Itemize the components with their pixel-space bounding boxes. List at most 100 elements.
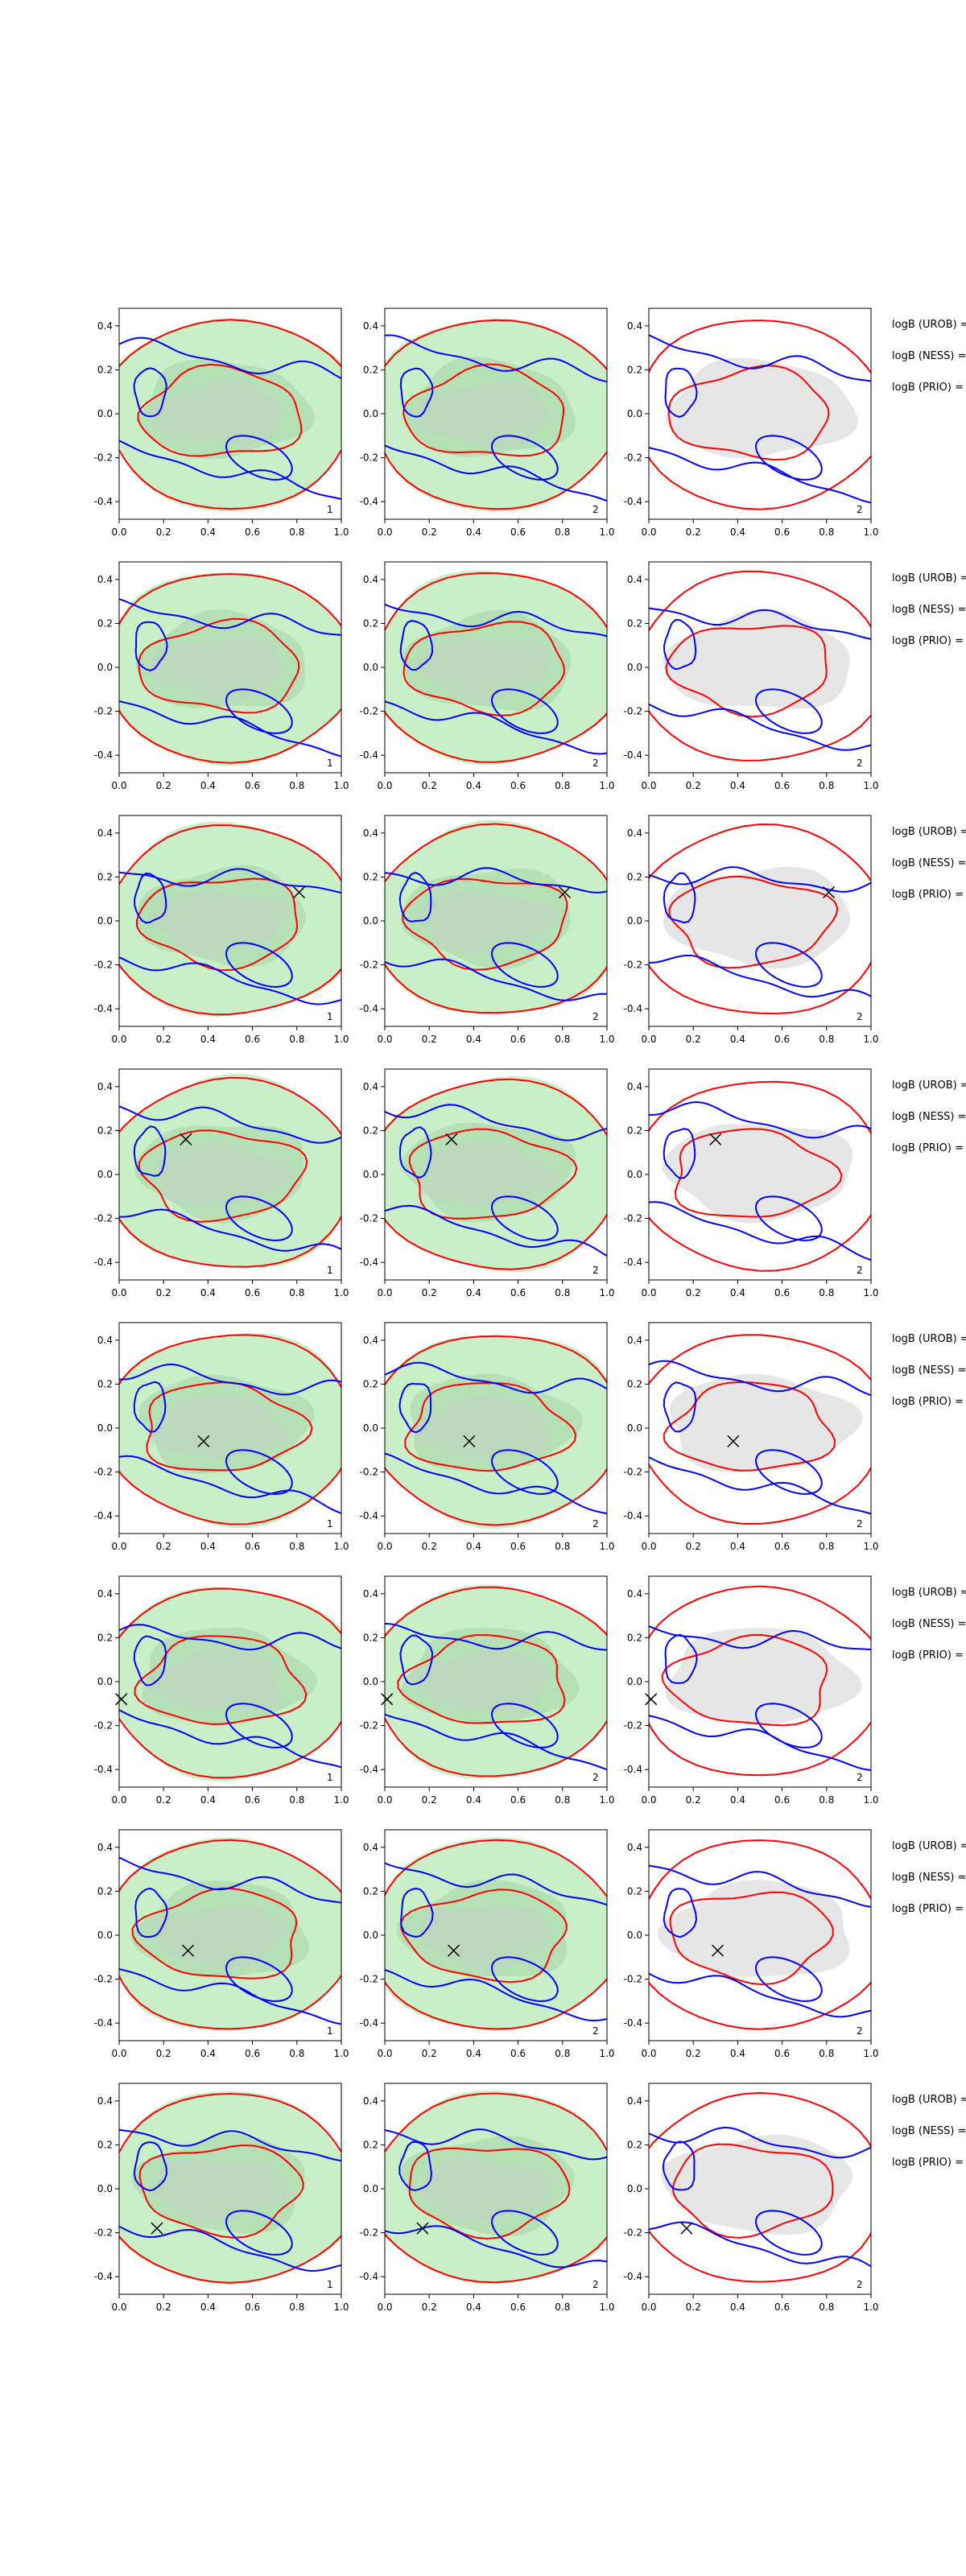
contour-blue-small bbox=[134, 1887, 168, 1938]
x-tick-label: 1.0 bbox=[599, 1541, 614, 1552]
marker-x bbox=[680, 2222, 693, 2235]
y-tick-label: -0.4 bbox=[624, 2017, 642, 2029]
x-tick-label: 0.4 bbox=[200, 1794, 216, 1806]
panel-corner-label: 2 bbox=[857, 758, 863, 769]
y-tick-label: 0.2 bbox=[363, 1125, 378, 1136]
x-tick-label: 0.8 bbox=[819, 2301, 834, 2313]
y-tick-label: 0.0 bbox=[97, 2183, 113, 2194]
density-fill-inner bbox=[401, 868, 571, 970]
marker-x bbox=[151, 2222, 163, 2235]
y-tick-label: -0.4 bbox=[360, 1764, 378, 1775]
contour-blue-small bbox=[398, 1126, 432, 1179]
y-tick-label: 0.0 bbox=[627, 1930, 642, 1941]
y-tick-label: 0.2 bbox=[363, 1378, 378, 1389]
side-label-ness: logB (NESS) = bbox=[892, 2125, 966, 2137]
contour-blue-lower bbox=[649, 1201, 871, 1261]
x-tick-label: 0.0 bbox=[641, 1541, 656, 1552]
panel-corner-label: 1 bbox=[327, 1265, 333, 1276]
density-fill-inner bbox=[131, 1880, 309, 1978]
x-tick-label: 0.2 bbox=[156, 526, 171, 538]
x-tick-label: 0.0 bbox=[377, 2048, 392, 2059]
contour-red-inner bbox=[134, 1635, 308, 1725]
x-tick-label: 0.4 bbox=[466, 1794, 481, 1806]
y-tick-label: -0.4 bbox=[624, 496, 642, 507]
x-tick-label: 0.8 bbox=[555, 1794, 570, 1806]
x-tick-label: 0.0 bbox=[377, 526, 392, 538]
x-tick-label: 0.0 bbox=[377, 1287, 392, 1298]
y-tick-label: -0.2 bbox=[624, 2227, 642, 2239]
density-fill-core bbox=[419, 1905, 554, 1971]
x-tick-label: 0.4 bbox=[200, 1034, 216, 1045]
contour-blue-ellipse bbox=[225, 1449, 293, 1495]
marker-x bbox=[709, 1133, 722, 1146]
x-tick-label: 1.0 bbox=[599, 780, 614, 791]
panel-r6-c1: 0.0 0.2 0.4 0.6 0.8 1.0 0.4 0.2 0.0 -0.2 -0.4 1 bbox=[94, 1575, 349, 1806]
y-tick-label: 0.4 bbox=[97, 320, 113, 332]
contour-blue-lower bbox=[119, 956, 341, 1005]
y-tick-label: 0.2 bbox=[627, 364, 642, 375]
contour-red-inner bbox=[138, 617, 300, 714]
contour-blue-small bbox=[398, 1382, 432, 1434]
y-tick-label: 0.0 bbox=[97, 408, 113, 419]
y-tick-label: 0.4 bbox=[97, 2095, 113, 2107]
y-tick-label: 0.2 bbox=[627, 1378, 642, 1389]
y-tick-label: 0.4 bbox=[627, 828, 642, 839]
panel-corner-label: 2 bbox=[857, 2279, 863, 2290]
x-tick-label: 0.2 bbox=[686, 1287, 701, 1298]
x-tick-label: 0.8 bbox=[289, 2048, 304, 2059]
y-tick-label: 0.0 bbox=[363, 1169, 378, 1180]
contour-blue-upper bbox=[385, 1361, 607, 1394]
x-tick-label: 1.0 bbox=[599, 2048, 614, 2059]
side-label-prio: logB (PRIO) = bbox=[892, 889, 964, 901]
y-tick-label: 0.0 bbox=[363, 915, 378, 927]
marker-x bbox=[448, 1944, 460, 1957]
panel-corner-label: 2 bbox=[857, 504, 863, 515]
contour-blue-upper bbox=[649, 607, 871, 640]
x-tick-label: 1.0 bbox=[333, 2301, 349, 2313]
x-tick-label: 0.2 bbox=[686, 780, 701, 791]
y-tick-label: -0.2 bbox=[94, 1467, 113, 1478]
contour-blue-upper bbox=[119, 1856, 341, 1904]
panel-corner-label: 2 bbox=[592, 1772, 599, 1783]
y-tick-label: 0.0 bbox=[363, 408, 378, 419]
panel-r1-c1: 0.0 0.2 0.4 0.6 0.8 1.0 0.4 0.2 0.0 -0.2 -0.4 1 bbox=[94, 308, 349, 538]
density-fill-grey bbox=[669, 1373, 863, 1472]
side-label-urob: logB (UROB) = bbox=[892, 1333, 966, 1345]
contour-blue-ellipse bbox=[491, 942, 559, 988]
x-tick-label: 1.0 bbox=[863, 1034, 878, 1045]
density-fill-grey bbox=[665, 357, 858, 458]
x-tick-label: 0.0 bbox=[377, 1794, 392, 1806]
marker-x bbox=[180, 1133, 192, 1146]
y-tick-label: 0.4 bbox=[627, 574, 642, 585]
y-tick-label: 0.0 bbox=[97, 662, 113, 673]
y-tick-label: -0.2 bbox=[94, 706, 113, 717]
x-tick-label: 0.6 bbox=[245, 526, 260, 538]
panel-corner-label: 2 bbox=[857, 1518, 863, 1530]
contour-blue-upper bbox=[649, 334, 871, 382]
y-tick-label: 0.2 bbox=[627, 1632, 642, 1643]
contour-blue-ellipse bbox=[225, 2210, 293, 2256]
y-tick-label: 0.0 bbox=[627, 2183, 642, 2194]
y-tick-label: -0.2 bbox=[94, 452, 113, 464]
contour-blue-small bbox=[663, 1381, 697, 1433]
x-tick-label: 1.0 bbox=[863, 1541, 878, 1552]
y-tick-label: 0.4 bbox=[97, 828, 113, 839]
contour-blue-lower bbox=[649, 954, 871, 998]
panel-r5-c3: 0.0 0.2 0.4 0.6 0.8 1.0 0.4 0.2 0.0 -0.2 -0.4 2 bbox=[624, 1322, 879, 1552]
contour-red-inner bbox=[402, 877, 568, 971]
contour-blue-ellipse bbox=[755, 688, 823, 734]
panel-corner-label: 2 bbox=[592, 758, 599, 769]
side-label-urob: logB (UROB) = bbox=[892, 1840, 966, 1852]
contour-red-inner bbox=[665, 625, 828, 718]
y-tick-label: -0.4 bbox=[360, 1003, 378, 1014]
contour-blue-upper bbox=[119, 868, 341, 894]
contour-red-outer bbox=[119, 2092, 341, 2284]
y-tick-label: -0.2 bbox=[360, 2227, 378, 2239]
contour-blue-ellipse bbox=[755, 1956, 823, 2002]
contour-blue-upper bbox=[119, 2128, 341, 2162]
x-tick-label: 0.4 bbox=[466, 1541, 481, 1552]
density-fill-core bbox=[418, 889, 559, 953]
y-tick-label: 0.4 bbox=[363, 1335, 378, 1346]
density-fill-grey bbox=[663, 609, 850, 709]
contour-red-outer bbox=[649, 1585, 871, 1777]
